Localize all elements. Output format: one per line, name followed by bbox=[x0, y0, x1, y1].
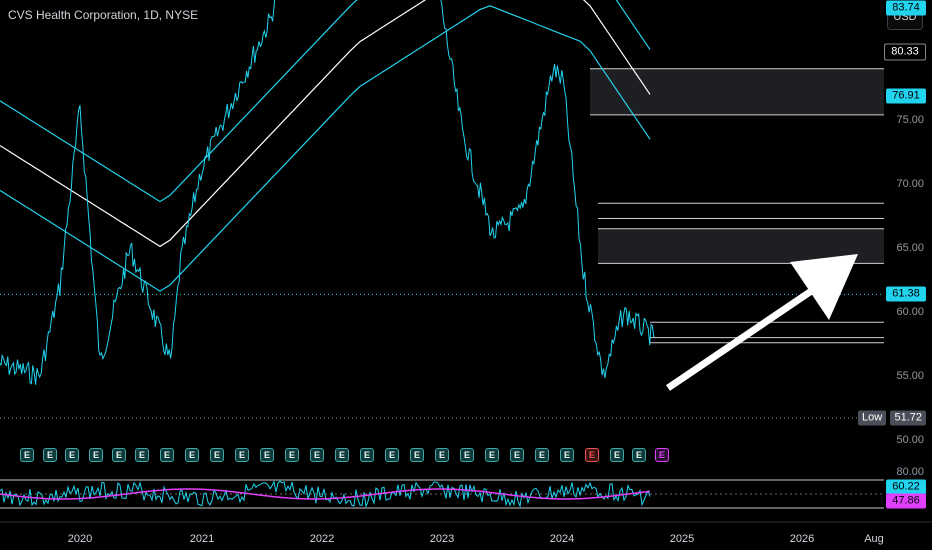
time-axis-label: 2026 bbox=[789, 533, 815, 545]
lower-band-line bbox=[0, 5, 651, 292]
earnings-marker[interactable]: E bbox=[235, 448, 249, 462]
earnings-marker[interactable]: E bbox=[160, 448, 174, 462]
rsi-badge: 47.86 bbox=[886, 493, 926, 509]
earnings-marker[interactable]: E bbox=[285, 448, 299, 462]
earnings-marker[interactable]: E bbox=[632, 448, 646, 462]
rsi-line bbox=[0, 480, 651, 509]
price-axis-tick: 65.00 bbox=[896, 242, 924, 254]
earnings-marker[interactable]: E bbox=[460, 448, 474, 462]
time-axis-label: 2021 bbox=[189, 533, 215, 545]
price-badge: 80.33 bbox=[884, 43, 926, 61]
earnings-marker[interactable]: E bbox=[655, 448, 669, 462]
earnings-marker[interactable]: E bbox=[610, 448, 624, 462]
price-badge: 83.74 bbox=[886, 0, 926, 16]
forecast-arrow-shaft bbox=[666, 272, 837, 391]
earnings-marker[interactable]: E bbox=[410, 448, 424, 462]
middle-band-line bbox=[0, 0, 651, 248]
rsi-badge: 60.22 bbox=[886, 479, 926, 495]
upper-band-line bbox=[0, 0, 651, 203]
earnings-marker[interactable]: E bbox=[435, 448, 449, 462]
earnings-marker[interactable]: E bbox=[185, 448, 199, 462]
rsi-ma-line bbox=[0, 488, 651, 500]
earnings-marker[interactable]: E bbox=[485, 448, 499, 462]
time-axis-label: 2022 bbox=[309, 533, 335, 545]
time-axis-label: 2023 bbox=[429, 533, 455, 545]
price-axis-tick: 75.00 bbox=[896, 114, 924, 126]
earnings-marker[interactable]: E bbox=[310, 448, 324, 462]
earnings-marker[interactable]: E bbox=[20, 448, 34, 462]
price-axis-tick: 50.00 bbox=[896, 434, 924, 446]
price-badge: 76.91 bbox=[886, 88, 926, 104]
chart-title: CVS Health Corporation, 1D, NYSE bbox=[8, 8, 199, 22]
earnings-marker[interactable]: E bbox=[335, 448, 349, 462]
time-axis-label: 2025 bbox=[669, 533, 695, 545]
supply-zone-box bbox=[590, 68, 884, 115]
time-axis-label: 2024 bbox=[549, 533, 575, 545]
rsi-axis-tick: 80.00 bbox=[896, 466, 924, 478]
time-axis-label: Aug bbox=[864, 533, 884, 545]
earnings-marker[interactable]: E bbox=[112, 448, 126, 462]
earnings-marker[interactable]: E bbox=[385, 448, 399, 462]
price-axis-tick: 60.00 bbox=[896, 306, 924, 318]
earnings-marker[interactable]: E bbox=[510, 448, 524, 462]
forecast-arrow-head bbox=[790, 254, 858, 320]
price-series-line bbox=[0, 0, 655, 385]
price-badge: 61.38 bbox=[886, 286, 926, 302]
price-axis-tick: 55.00 bbox=[896, 370, 924, 382]
price-axis-tick: 70.00 bbox=[896, 178, 924, 190]
earnings-marker[interactable]: E bbox=[135, 448, 149, 462]
earnings-marker[interactable]: E bbox=[210, 448, 224, 462]
earnings-marker[interactable]: E bbox=[65, 448, 79, 462]
earnings-marker[interactable]: E bbox=[260, 448, 274, 462]
earnings-marker[interactable]: E bbox=[585, 448, 599, 462]
earnings-marker[interactable]: E bbox=[89, 448, 103, 462]
earnings-marker[interactable]: E bbox=[360, 448, 374, 462]
earnings-marker[interactable]: E bbox=[560, 448, 574, 462]
earnings-marker[interactable]: E bbox=[43, 448, 57, 462]
low-value: 51.72 bbox=[890, 410, 926, 426]
time-axis-label: 2020 bbox=[67, 533, 93, 545]
low-label: Low bbox=[858, 410, 887, 426]
earnings-marker[interactable]: E bbox=[535, 448, 549, 462]
